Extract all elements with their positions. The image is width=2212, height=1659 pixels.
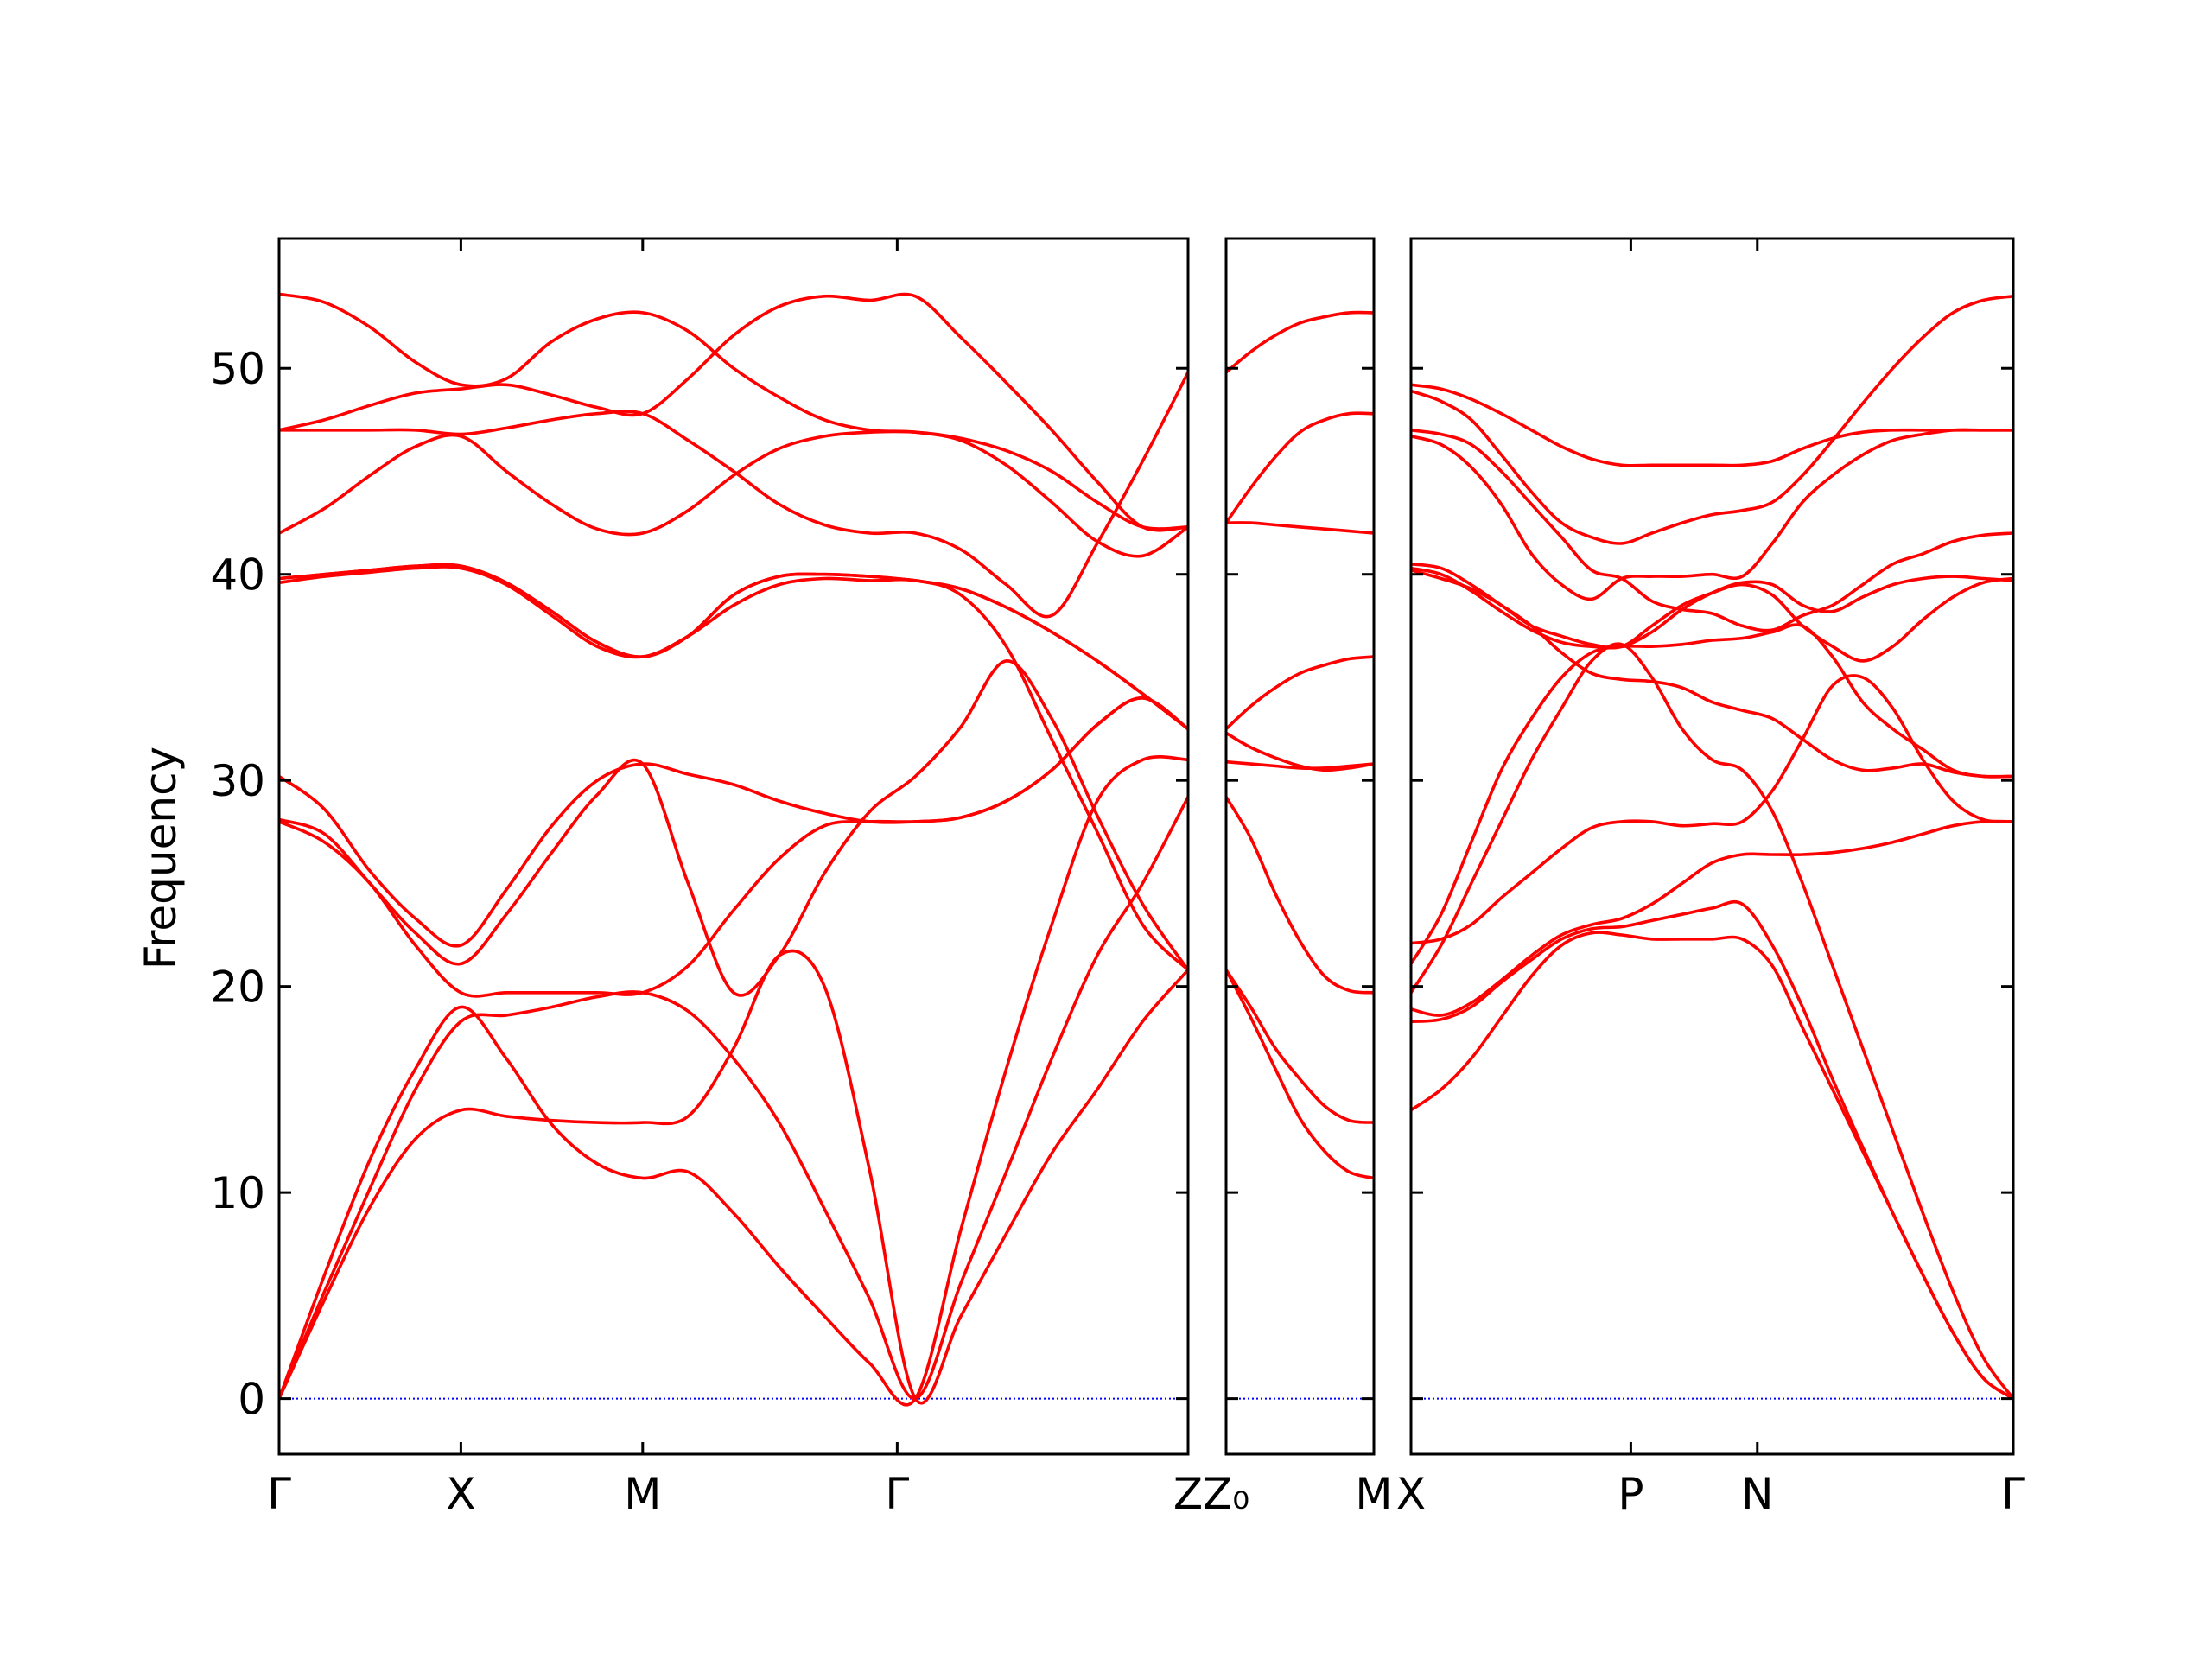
band-line-7 xyxy=(1226,795,1374,995)
band-line-3 xyxy=(1411,819,2013,1017)
band-line-1 xyxy=(279,949,1188,1405)
x-tick-label: X xyxy=(446,1469,475,1519)
x-tick-label: Z₀ xyxy=(1203,1469,1249,1519)
panel-frame xyxy=(1224,237,1376,1456)
band-line-10 xyxy=(1411,428,2013,601)
x-tick-label: N xyxy=(1741,1469,1773,1519)
band-line-4 xyxy=(1411,642,2013,1401)
band-line-5 xyxy=(1411,623,2013,966)
band-line-8 xyxy=(1411,566,2013,650)
band-line-5 xyxy=(279,659,1188,997)
x-tick-label: Γ xyxy=(2001,1469,2025,1519)
band-line-7 xyxy=(1411,569,2013,779)
y-tick-label: 40 xyxy=(210,550,265,601)
panel-1: Γ X M Γ Z 0 10 20 30 40 50 xyxy=(210,237,1203,1519)
y-axis-label: Frequency xyxy=(136,747,186,969)
band-line-1 xyxy=(1411,931,2013,1401)
x-tick-label: Z xyxy=(1173,1469,1203,1519)
band-line-6 xyxy=(1226,760,1374,770)
band-line-8 xyxy=(1226,968,1374,1124)
band-line-2 xyxy=(1226,411,1374,524)
x-tick-label: X xyxy=(1396,1469,1426,1519)
band-line-2 xyxy=(1411,899,2013,1401)
band-line-2 xyxy=(279,795,1188,1401)
panel-2: Z₀ M xyxy=(1203,237,1393,1519)
band-line-13 xyxy=(279,292,1188,558)
band-line-6 xyxy=(1411,674,2013,945)
band-line-3 xyxy=(1226,521,1374,535)
panel-frame xyxy=(277,237,1190,1456)
y-tick-label: 50 xyxy=(210,344,265,394)
band-line-11 xyxy=(279,371,1188,619)
band-line-11 xyxy=(1411,429,2013,632)
x-tick-label: P xyxy=(1618,1469,1643,1519)
band-line-9 xyxy=(279,563,1188,731)
x-tick-label: Γ xyxy=(267,1469,291,1519)
x-tick-label: Γ xyxy=(885,1469,909,1519)
band-line-8 xyxy=(279,563,1188,731)
x-tick-label: M xyxy=(624,1469,661,1519)
y-tick-label: 20 xyxy=(210,963,265,1013)
band-line-3 xyxy=(279,755,1188,1407)
band-line-12 xyxy=(279,292,1188,532)
panel-1-plot-area xyxy=(279,292,1188,1407)
y-tick-label: 10 xyxy=(210,1168,265,1218)
y-tick-label: 0 xyxy=(238,1375,265,1425)
y-axis-label-group: Frequency xyxy=(136,747,186,969)
band-line-10 xyxy=(279,429,1188,537)
panel-3-plot-area xyxy=(1411,295,2013,1401)
band-line-7 xyxy=(279,565,1188,972)
band-line-13 xyxy=(1411,383,2013,467)
y-tick-label: 30 xyxy=(210,756,265,806)
x-tick-label: M xyxy=(1355,1469,1392,1519)
panel-frame xyxy=(1409,237,2015,1456)
band-line-9 xyxy=(1226,968,1374,1180)
panel-2-plot-area xyxy=(1226,310,1374,1400)
band-line-4 xyxy=(1226,655,1374,731)
band-line-12 xyxy=(1411,295,2013,545)
band-line-6 xyxy=(279,696,1188,948)
band-line-5 xyxy=(1226,731,1374,772)
band-line-1 xyxy=(1226,310,1374,374)
band-line-9 xyxy=(1411,563,2013,663)
